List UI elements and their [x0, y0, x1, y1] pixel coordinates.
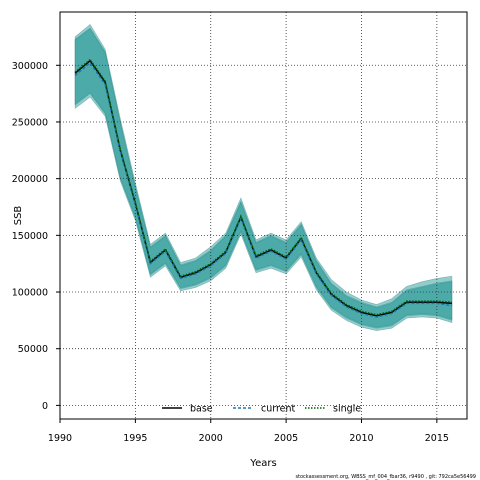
plot-frame: [59, 11, 468, 420]
y-tick-label: 150000: [12, 231, 48, 242]
x-tick-label: 1995: [123, 433, 147, 444]
y-tick-label: 200000: [12, 174, 48, 185]
series-lines: [74, 58, 453, 318]
footer-credit: stockassessment.org, WBSS_mf_004_fbar36,…: [295, 474, 476, 480]
confidence-band-single: [74, 28, 453, 328]
y-tick-label: 100000: [12, 288, 48, 299]
y-tick-label: 50000: [18, 344, 48, 355]
confidence-bands: [74, 24, 453, 331]
legend-label-current: current: [261, 404, 296, 415]
x-axis: 1990 1995 2000 2005 2010 2015: [48, 419, 449, 444]
y-axis-title: SSB: [13, 206, 24, 226]
x-tick-label: 2010: [349, 433, 373, 444]
x-tick-label: 1990: [48, 433, 72, 444]
y-tick-label: 300000: [12, 61, 48, 72]
series-line-single: [74, 58, 452, 316]
series-line-base: [74, 59, 452, 317]
y-tick-label: 250000: [12, 117, 48, 128]
legend-label-single: single: [333, 404, 361, 415]
x-tick-label: 2000: [199, 433, 223, 444]
grid-lines: [60, 12, 467, 419]
series-line-current: [74, 61, 453, 318]
y-tick-label: 0: [42, 401, 48, 412]
legend-label-base: base: [190, 404, 213, 415]
legend: base current single: [162, 404, 361, 415]
y-axis: 0 50000 100000 150000 200000 250000 300000: [12, 61, 60, 412]
x-axis-title: Years: [249, 458, 276, 469]
x-tick-label: 2015: [425, 433, 449, 444]
x-tick-label: 2005: [274, 433, 298, 444]
